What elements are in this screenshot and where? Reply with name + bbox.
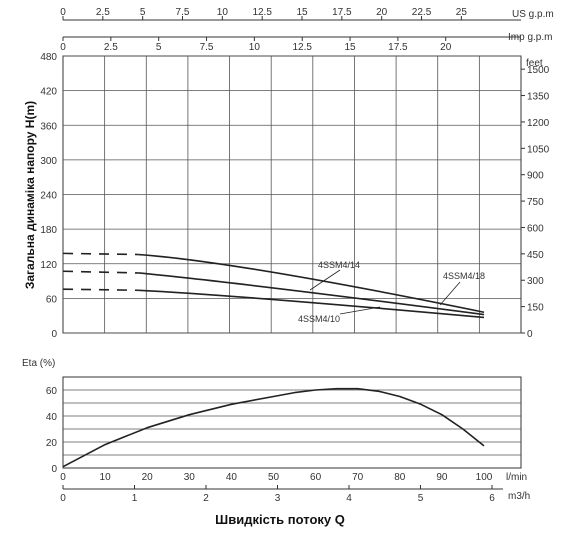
us-gpm-tick-label: 17.5 — [332, 7, 352, 18]
head-grid — [62, 55, 522, 334]
imp-gpm-tick-label: 15 — [344, 42, 356, 53]
curve-label: 4SSM4/18 — [443, 271, 485, 281]
lmin-tick-label: 70 — [352, 472, 364, 483]
m3h-tick-label: 3 — [275, 493, 281, 504]
us-gpm-tick-label: 12.5 — [252, 7, 272, 18]
feet-tick-label: 750 — [527, 197, 544, 208]
m3h-unit: m3/h — [508, 491, 530, 502]
head-y-tick-label: 300 — [40, 156, 57, 167]
top-axes: 0 2.5 5 7.5 10 12.5 15 17.5 20 22.5 25 US g.p.m 0 2.5… — [60, 7, 553, 53]
feet-tick-label: 900 — [527, 171, 544, 182]
feet-label: feet — [526, 58, 543, 69]
head-y-tick-label: 0 — [51, 329, 57, 340]
eta-y-tick-label: 60 — [46, 386, 58, 397]
head-chart: 0 60 120 180 240 300 360 420 480 0 150 300 450 600 75… — [23, 52, 550, 340]
eta-chart: 0 20 40 60 Eta (%) — [22, 358, 522, 475]
imp-gpm-tick-label: 12.5 — [292, 42, 312, 53]
curve-label-leader — [309, 269, 341, 291]
lmin-unit: l/min — [506, 472, 527, 483]
flow-axis-title: Швидкість потоку Q — [215, 512, 345, 527]
m3h-tick-label: 6 — [489, 493, 495, 504]
imp-gpm-unit: Imp g.p.m — [508, 32, 552, 43]
us-gpm-unit: US g.p.m — [512, 9, 554, 20]
eta-y-tick-label: 0 — [51, 464, 57, 475]
head-curves: 4SSM4/14 4SSM4/18 4SSM4/10 — [62, 252, 485, 324]
head-y-tick-label: 60 — [46, 294, 58, 305]
eta-line — [62, 387, 485, 468]
feet-tick-label: 1500 — [527, 65, 550, 76]
head-y-tick-label: 360 — [40, 121, 57, 132]
feet-tick-label: 450 — [527, 250, 544, 261]
imp-gpm-tick-label: 5 — [156, 42, 162, 53]
imp-gpm-tick-label: 20 — [440, 42, 452, 53]
m3h-tick-label: 1 — [132, 493, 138, 504]
lmin-tick-label: 90 — [436, 472, 448, 483]
us-gpm-tick-label: 25 — [456, 7, 468, 18]
imp-gpm-tick-label: 10 — [249, 42, 261, 53]
us-gpm-tick-label: 7.5 — [176, 7, 190, 18]
lmin-tick-label: 100 — [476, 472, 493, 483]
us-gpm-tick-label: 2.5 — [96, 7, 110, 18]
bottom-axes: 0 10 20 30 40 50 60 70 80 90 100 l/min 0 1 2 3 4 5 6 m3/h — [60, 472, 530, 504]
head-y-tick-label: 240 — [40, 191, 57, 202]
head-y-ticks: 0 60 120 180 240 300 360 420 480 — [40, 52, 57, 340]
feet-tick-label: 150 — [527, 303, 544, 314]
us-gpm-tick-label: 5 — [140, 7, 146, 18]
imp-gpm-tick-label: 2.5 — [104, 42, 118, 53]
lmin-tick-label: 40 — [226, 472, 238, 483]
head-curve — [138, 253, 485, 314]
lmin-tick-label: 20 — [142, 472, 154, 483]
eta-y-ticks: 0 20 40 60 — [46, 386, 58, 475]
feet-tick-label: 1350 — [527, 92, 550, 103]
feet-tick-label: 1050 — [527, 144, 550, 155]
head-curve — [138, 289, 485, 319]
head-y-tick-label: 120 — [40, 260, 57, 271]
head-curve-dashed — [62, 252, 139, 256]
eta-y-tick-label: 20 — [46, 438, 58, 449]
us-gpm-tick-label: 22.5 — [412, 7, 432, 18]
head-curve — [138, 272, 485, 316]
head-y-tick-label: 180 — [40, 225, 57, 236]
eta-y-tick-label: 40 — [46, 412, 58, 423]
lmin-tick-label: 30 — [184, 472, 196, 483]
m3h-tick-label: 2 — [203, 493, 209, 504]
head-curve-dashed — [62, 270, 139, 274]
eta-y-axis-title: Eta (%) — [22, 358, 55, 369]
feet-tick-label: 300 — [527, 276, 544, 287]
head-y-tick-label: 480 — [40, 52, 57, 63]
imp-gpm-tick-label: 7.5 — [200, 42, 214, 53]
eta-plot-frame — [62, 376, 522, 469]
head-curve-dashed — [62, 288, 139, 292]
us-gpm-tick-label: 0 — [60, 7, 66, 18]
curve-label: 4SSM4/14 — [318, 260, 360, 270]
us-gpm-tick-label: 10 — [217, 7, 229, 18]
eta-curve — [62, 387, 485, 468]
curve-label-leader — [439, 281, 461, 306]
imp-gpm-tick-label: 0 — [60, 42, 66, 53]
feet-tick-label: 600 — [527, 223, 544, 234]
head-y-tick-label: 420 — [40, 87, 57, 98]
lmin-tick-label: 60 — [310, 472, 322, 483]
us-gpm-tick-label: 20 — [376, 7, 388, 18]
head-y-axis-title: Загальна динаміка напору H(m) — [23, 101, 37, 289]
curve-label-leader — [339, 306, 381, 315]
lmin-tick-label: 10 — [100, 472, 112, 483]
feet-tick-label: 1200 — [527, 118, 550, 129]
feet-tick-label: 0 — [527, 329, 533, 340]
lmin-tick-label: 50 — [268, 472, 280, 483]
lmin-tick-label: 80 — [394, 472, 406, 483]
head-feet-ticks: 0 150 300 450 600 750 900 1050 1200 1350 1500 — [520, 60, 550, 340]
curve-label: 4SSM4/10 — [298, 314, 340, 324]
m3h-tick-label: 4 — [346, 493, 352, 504]
imp-gpm-tick-label: 17.5 — [388, 42, 408, 53]
us-gpm-tick-label: 15 — [296, 7, 308, 18]
m3h-tick-label: 5 — [418, 493, 424, 504]
lmin-tick-label: 0 — [60, 472, 66, 483]
m3h-tick-label: 0 — [60, 493, 66, 504]
